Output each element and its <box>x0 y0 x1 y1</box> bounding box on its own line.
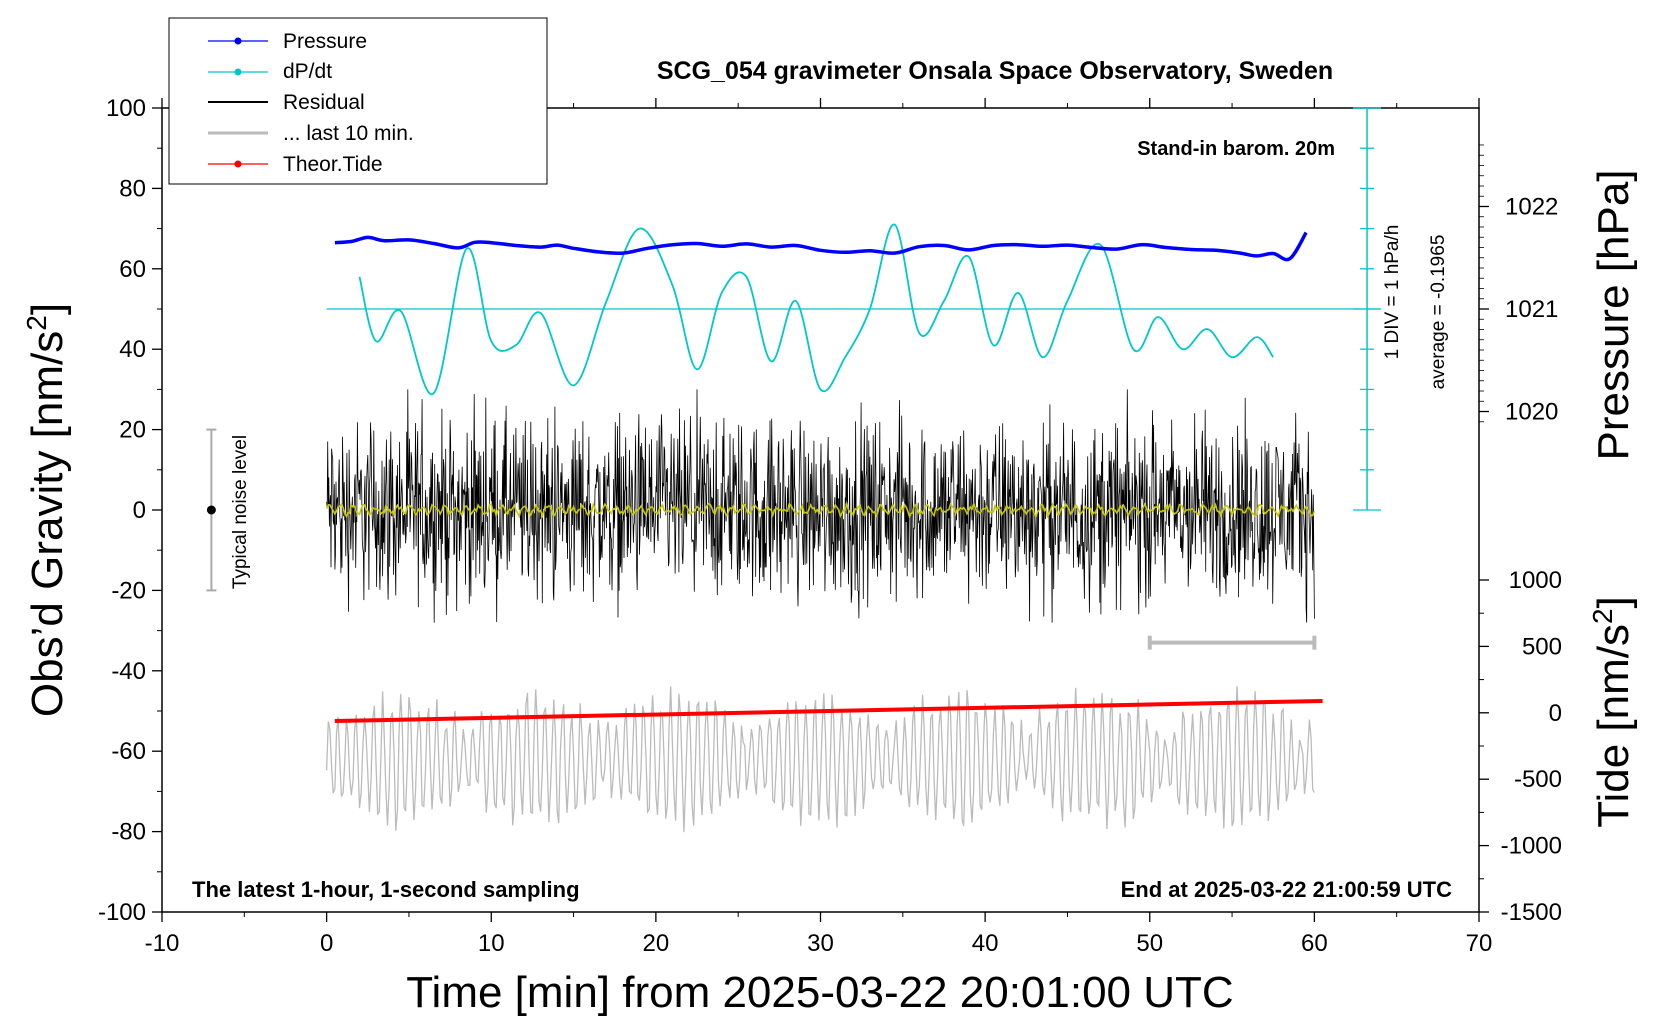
legend-pressure-label: Pressure <box>283 30 367 53</box>
legend-last10-label: ... last 10 min. <box>283 122 414 145</box>
data-series <box>206 107 1382 833</box>
legend: Pressure dP/dt Residual ... last 10 min.… <box>168 17 548 185</box>
tide-axis-label: Tide [nm/s2] <box>1587 596 1638 828</box>
div-scale-label: 1 DIV = 1 hPa/h <box>1382 225 1403 360</box>
x-tick-label: 70 <box>1466 930 1493 957</box>
tide-axis-label-end: ] <box>1589 596 1638 608</box>
x-tick-label: 40 <box>972 930 999 957</box>
x-tick-label: 30 <box>807 930 834 957</box>
legend-tide-label: Theor.Tide <box>283 153 383 176</box>
x-tick-label: 60 <box>1301 930 1328 957</box>
y-tick-label: 100 <box>106 95 146 122</box>
tide-tick-label: -500 <box>1514 766 1562 793</box>
y-axis-label-main: Obs’d Gravity [nm/s <box>23 331 72 717</box>
end-time-note: End at 2025-03-22 21:00:59 UTC <box>1121 877 1452 902</box>
y-tick-label: -40 <box>111 658 146 685</box>
tide-tick-label: 1000 <box>1509 567 1562 594</box>
chart-title: SCG_054 gravimeter Onsala Space Observat… <box>657 57 1333 85</box>
legend-pressure-marker <box>234 37 242 45</box>
tide-tick-label: -1500 <box>1501 899 1562 926</box>
y-tick-label: 60 <box>119 256 146 283</box>
residual-smoothed-series <box>325 501 1316 519</box>
x-tick-label: -10 <box>145 930 180 957</box>
pressure-tick-label: 1020 <box>1505 399 1558 426</box>
legend-residual-label: Residual <box>283 91 365 114</box>
tide-tick-label: 0 <box>1549 700 1562 727</box>
y-tick-label: -80 <box>111 819 146 846</box>
average-label: average = -0.1965 <box>1428 235 1449 390</box>
dpdt-series <box>358 223 1274 395</box>
y-tick-label: -20 <box>111 577 146 604</box>
tide-axis-label-exp: 2 <box>1587 608 1618 624</box>
y-tick-label: 40 <box>119 336 146 363</box>
y-tick-label: 20 <box>119 417 146 444</box>
x-tick-label: 20 <box>643 930 670 957</box>
tide-tick-label: -1000 <box>1501 833 1562 860</box>
pressure-series <box>334 231 1308 262</box>
pressure-axis-label: Pressure [hPa] <box>1589 169 1638 460</box>
y-axis-label: Obs’d Gravity [nm/s2] <box>21 303 72 717</box>
x-tick-label: 50 <box>1136 930 1163 957</box>
y-tick-label: -60 <box>111 738 146 765</box>
sampling-note: The latest 1-hour, 1-second sampling <box>192 877 580 902</box>
residual-series <box>326 389 1315 623</box>
y-tick-label: 0 <box>133 497 146 524</box>
y-axis-label-exp: 2 <box>21 315 52 331</box>
y-tick-label: 80 <box>119 175 146 202</box>
legend-dpdt-label: dP/dt <box>283 60 332 83</box>
tide-series <box>334 698 1323 724</box>
legend-tide-marker <box>234 160 242 168</box>
tide-tick-label: 500 <box>1522 633 1562 660</box>
x-tick-label: 0 <box>320 930 333 957</box>
pressure-tick-label: 1022 <box>1505 193 1558 220</box>
y-tick-label: -100 <box>98 899 146 926</box>
axis-ticks: -10 0 10 20 30 40 50 60 70100806040200-20-40-60-… <box>98 95 1562 957</box>
legend-dpdt-marker <box>234 68 242 76</box>
y-axis-label-end: ] <box>23 303 72 315</box>
noise-level-label: Typical noise level <box>230 435 251 589</box>
tide-axis-label-main: Tide [nm/s <box>1589 624 1638 828</box>
pressure-tick-label: 1021 <box>1505 296 1558 323</box>
x-axis-label: Time [min] from 2025-03-22 20:01:00 UTC <box>406 968 1233 1017</box>
last-10-min-series <box>325 686 1315 833</box>
noise-bar-dot <box>206 505 216 515</box>
x-tick-label: 10 <box>478 930 505 957</box>
barometer-note: Stand-in barom. 20m <box>1137 138 1335 160</box>
